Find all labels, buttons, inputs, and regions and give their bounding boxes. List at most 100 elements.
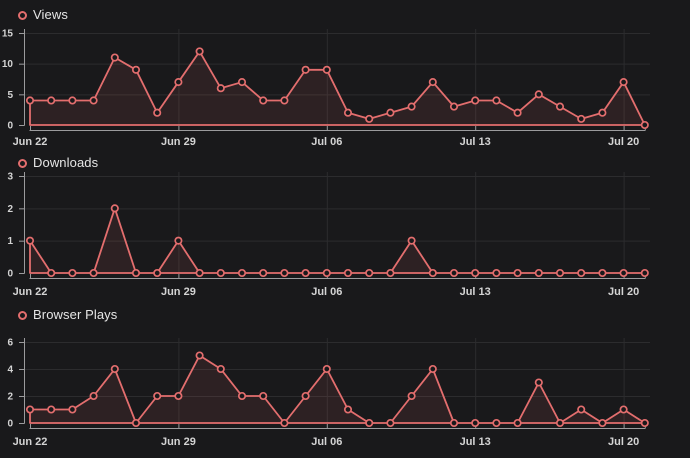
data-point[interactable] <box>471 418 480 428</box>
data-point[interactable] <box>89 96 98 105</box>
data-point[interactable] <box>640 268 649 278</box>
data-point[interactable] <box>428 364 437 374</box>
data-point[interactable] <box>259 391 268 401</box>
data-point[interactable] <box>216 268 225 278</box>
x-tick-label: Jun 22 <box>13 136 48 148</box>
data-point[interactable] <box>555 268 565 278</box>
data-point[interactable] <box>386 268 395 278</box>
data-point[interactable] <box>428 78 437 87</box>
data-point[interactable] <box>68 268 77 278</box>
x-tick-label: Jul 13 <box>460 136 491 148</box>
data-point[interactable] <box>259 96 268 105</box>
data-point[interactable] <box>343 108 353 117</box>
data-point[interactable] <box>534 90 543 99</box>
data-point[interactable] <box>534 268 543 278</box>
data-point[interactable] <box>449 418 459 428</box>
data-point[interactable] <box>577 114 586 123</box>
data-point[interactable] <box>407 102 416 111</box>
x-tick-label: Jul 13 <box>460 286 491 298</box>
data-point[interactable] <box>195 47 204 56</box>
data-point[interactable] <box>322 268 331 278</box>
data-point[interactable] <box>47 96 56 105</box>
data-point[interactable] <box>25 405 35 414</box>
y-tick-label: 0 <box>7 269 13 280</box>
data-point[interactable] <box>322 65 331 74</box>
data-point[interactable] <box>322 364 331 374</box>
data-point[interactable] <box>449 268 459 278</box>
data-point[interactable] <box>110 204 119 213</box>
data-point[interactable] <box>216 364 225 374</box>
data-point[interactable] <box>598 108 607 117</box>
data-point[interactable] <box>365 268 374 278</box>
legend-browser-plays[interactable]: Browser Plays <box>18 307 117 323</box>
data-point[interactable] <box>640 120 649 130</box>
data-point[interactable] <box>280 268 289 278</box>
x-tick-label: Jun 22 <box>13 436 48 448</box>
data-point[interactable] <box>619 268 628 278</box>
data-point[interactable] <box>25 236 35 245</box>
data-point[interactable] <box>449 102 459 111</box>
data-point[interactable] <box>534 378 543 387</box>
data-point[interactable] <box>492 268 501 278</box>
data-point[interactable] <box>131 268 141 278</box>
data-point[interactable] <box>195 351 204 360</box>
data-point[interactable] <box>237 391 247 401</box>
data-point[interactable] <box>407 236 416 245</box>
data-point[interactable] <box>47 405 56 414</box>
data-point[interactable] <box>471 268 480 278</box>
data-point[interactable] <box>577 405 586 414</box>
data-point[interactable] <box>492 418 501 428</box>
data-point[interactable] <box>195 268 204 278</box>
downloads-plot: 0 1 2 3 Jun 22 Jun 29 Jul 06 Jul 13 Jul 20 <box>7 172 650 298</box>
data-point[interactable] <box>343 405 353 414</box>
data-point[interactable] <box>47 268 56 278</box>
data-point[interactable] <box>174 236 183 245</box>
data-point[interactable] <box>280 96 289 105</box>
data-point[interactable] <box>598 268 607 278</box>
legend-label-views: Views <box>33 7 68 22</box>
data-point[interactable] <box>216 84 225 93</box>
data-point[interactable] <box>153 268 162 278</box>
data-point[interactable] <box>89 268 98 278</box>
data-point[interactable] <box>365 114 374 123</box>
data-point[interactable] <box>471 96 480 105</box>
legend-views[interactable]: Views <box>18 7 68 23</box>
data-point[interactable] <box>513 268 522 278</box>
data-point[interactable] <box>68 96 77 105</box>
data-point[interactable] <box>110 53 119 62</box>
data-point[interactable] <box>68 405 77 414</box>
data-point[interactable] <box>640 418 649 428</box>
data-point[interactable] <box>407 391 416 401</box>
data-point[interactable] <box>153 391 162 401</box>
data-point[interactable] <box>301 268 310 278</box>
data-point[interactable] <box>513 418 522 428</box>
data-point[interactable] <box>365 418 374 428</box>
data-point[interactable] <box>343 268 353 278</box>
data-point[interactable] <box>577 268 586 278</box>
data-point[interactable] <box>598 418 607 428</box>
data-point[interactable] <box>259 268 268 278</box>
data-point[interactable] <box>619 78 628 87</box>
data-point[interactable] <box>153 108 162 117</box>
data-point[interactable] <box>301 391 310 401</box>
data-point[interactable] <box>131 65 141 74</box>
data-point[interactable] <box>174 78 183 87</box>
data-point[interactable] <box>237 78 247 87</box>
data-point[interactable] <box>428 268 437 278</box>
data-point[interactable] <box>555 418 565 428</box>
data-point[interactable] <box>386 418 395 428</box>
data-point[interactable] <box>301 65 310 74</box>
legend-downloads[interactable]: Downloads <box>18 155 98 171</box>
data-point[interactable] <box>513 108 522 117</box>
data-point[interactable] <box>280 418 289 428</box>
data-point[interactable] <box>110 364 119 374</box>
data-point[interactable] <box>25 96 35 105</box>
data-point[interactable] <box>492 96 501 105</box>
data-point[interactable] <box>174 391 183 401</box>
data-point[interactable] <box>89 391 98 401</box>
data-point[interactable] <box>131 418 141 428</box>
data-point[interactable] <box>555 102 565 111</box>
data-point[interactable] <box>237 268 247 278</box>
data-point[interactable] <box>619 405 628 414</box>
data-point[interactable] <box>386 108 395 117</box>
